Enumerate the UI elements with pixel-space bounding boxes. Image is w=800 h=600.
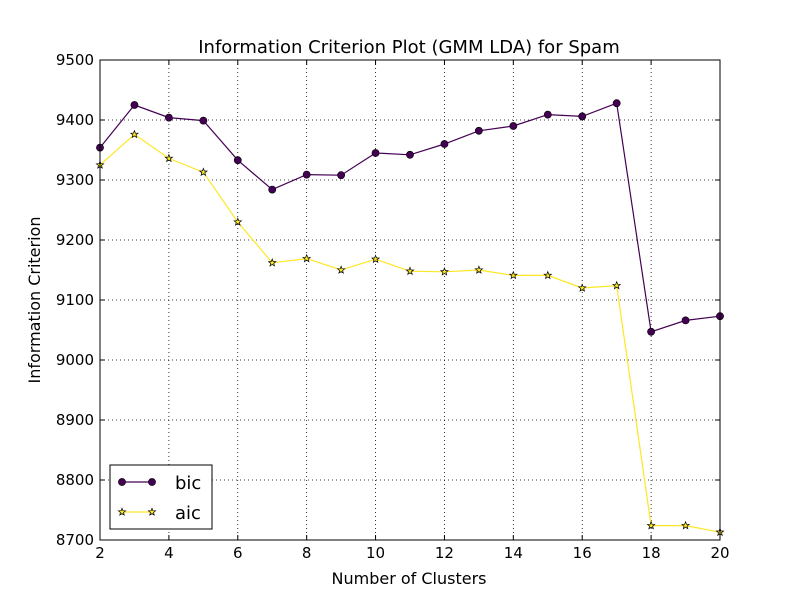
data-point-bic — [612, 99, 621, 108]
data-point-bic — [371, 149, 380, 157]
y-tick-label: 9000 — [56, 351, 94, 369]
data-point-aic — [612, 280, 622, 290]
legend-marker — [148, 478, 156, 486]
data-point-bic — [302, 170, 311, 179]
data-point-bic — [509, 122, 518, 130]
x-tick-label: 18 — [642, 544, 661, 562]
data-point-aic — [508, 270, 518, 280]
data-point-bic — [681, 316, 690, 325]
chart-title: Information Criterion Plot (GMM LDA) for… — [198, 37, 619, 58]
data-point-aic — [680, 520, 691, 530]
y-tick-label: 8800 — [56, 471, 94, 489]
legend: bic aic — [109, 464, 213, 530]
legend-marker — [117, 507, 127, 516]
data-point-bic — [440, 140, 449, 148]
data-point-bic — [164, 113, 173, 122]
x-axis-label: Number of Clusters — [332, 569, 487, 588]
data-point-bic — [543, 110, 552, 119]
data-point-aic — [577, 283, 587, 292]
y-tick-label: 9300 — [56, 171, 94, 189]
data-point-aic — [233, 217, 243, 226]
x-tick-label: 12 — [435, 544, 454, 562]
data-point-aic — [405, 266, 415, 276]
data-point-aic — [267, 258, 277, 267]
legend-marker — [118, 478, 126, 486]
data-point-bic — [406, 150, 414, 159]
x-tick-label: 6 — [233, 544, 243, 562]
data-point-bic — [337, 171, 346, 180]
data-point-aic — [129, 129, 140, 139]
data-point-aic — [646, 520, 656, 530]
y-tick-label: 9400 — [56, 111, 94, 129]
plot-frame — [99, 59, 721, 541]
axis-ticks: 2 4 6 8 10 12 14 16 18 20 8700 8800 8900 9000 9100 9200… — [56, 51, 730, 562]
x-tick-label: 2 — [95, 544, 105, 562]
x-tick-label: 14 — [504, 544, 523, 562]
x-tick-label: 20 — [710, 544, 729, 562]
data-point-aic — [543, 270, 553, 280]
legend-label: bic — [175, 473, 201, 494]
y-tick-label: 8900 — [56, 411, 94, 429]
y-tick-label: 9100 — [56, 291, 94, 309]
data-point-aic — [370, 254, 381, 264]
x-tick-label: 4 — [164, 544, 174, 562]
legend-box — [109, 464, 213, 530]
data-point-bic — [130, 101, 139, 109]
legend-item-aic: aic — [117, 503, 201, 524]
data-point-bic — [578, 112, 587, 121]
data-point-bic — [268, 185, 277, 194]
series-aic — [95, 129, 725, 537]
y-tick-label: 9500 — [56, 51, 94, 69]
data-point-bic — [233, 156, 242, 165]
data-point-bic — [199, 116, 208, 125]
data-point-aic — [164, 153, 174, 163]
y-tick-label: 9200 — [56, 231, 94, 249]
data-point-aic — [439, 267, 450, 276]
x-tick-label: 8 — [302, 544, 312, 562]
legend-item-bic: bic — [118, 473, 201, 494]
data-point-aic — [302, 253, 312, 263]
x-tick-label: 10 — [366, 544, 385, 562]
x-tick-label: 16 — [573, 544, 592, 562]
legend-label: aic — [175, 503, 201, 524]
y-axis-label: Information Criterion — [25, 217, 44, 384]
data-point-aic — [474, 265, 484, 274]
y-tick-label: 8700 — [56, 531, 94, 549]
data-point-aic — [198, 167, 208, 177]
data-point-aic — [336, 265, 346, 274]
legend-marker — [147, 507, 157, 516]
data-point-bic — [474, 126, 483, 135]
data-point-bic — [647, 327, 656, 336]
